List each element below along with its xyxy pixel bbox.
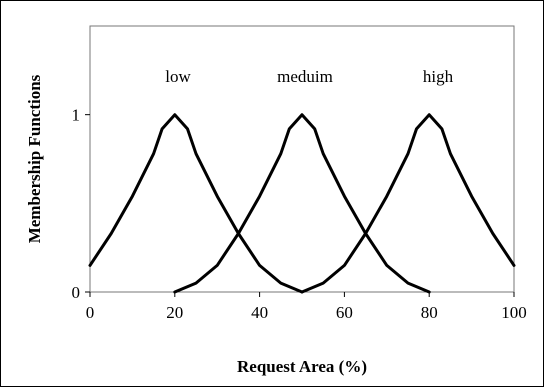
- x-tick-label: 20: [166, 303, 183, 322]
- x-tick-label: 80: [421, 303, 438, 322]
- x-tick-label: 100: [501, 303, 527, 322]
- series-label-low: low: [165, 67, 191, 86]
- x-ticks: 0 20 40 60 80 100: [86, 292, 527, 322]
- y-tick-label: 0: [72, 283, 81, 302]
- x-tick-label: 60: [336, 303, 353, 322]
- series-line-low: [88, 113, 304, 294]
- series-labels: low meduim high: [165, 67, 453, 86]
- x-tick-label: 40: [251, 303, 268, 322]
- series-group: [88, 113, 516, 294]
- y-axis-title: Membership Functions: [25, 74, 44, 243]
- series-line-high: [300, 113, 516, 294]
- y-ticks: 01: [72, 106, 90, 302]
- y-tick-label: 1: [72, 106, 81, 125]
- x-tick-label: 0: [86, 303, 95, 322]
- series-line-meduim: [173, 113, 431, 294]
- series-label-high: high: [423, 67, 454, 86]
- series-label-meduim: meduim: [277, 67, 333, 86]
- x-axis-title: Request Area (%): [237, 357, 367, 376]
